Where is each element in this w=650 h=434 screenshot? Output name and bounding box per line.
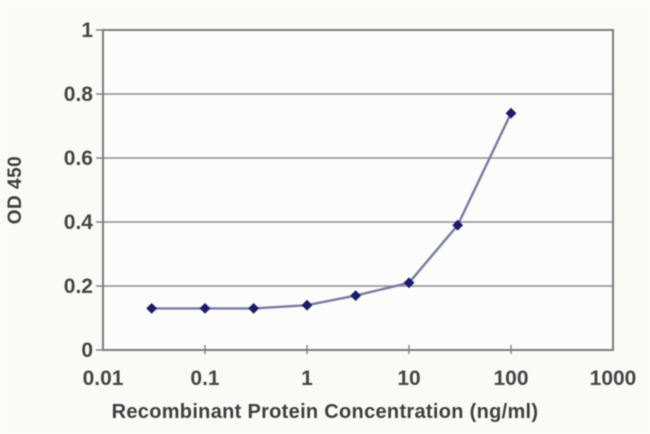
x-tick-label-1000: 1000 [590, 367, 637, 390]
x-tick-label-0.1: 0.1 [190, 367, 220, 390]
x-tick-label-1: 1 [301, 367, 313, 390]
y-tick-label-0.2: 0.2 [64, 275, 93, 298]
data-point-x100 [505, 107, 517, 119]
plot-area [103, 30, 613, 350]
x-tick-label-100: 100 [493, 367, 528, 390]
y-tick-label-1: 1 [81, 19, 93, 42]
x-axis-title: Recombinant Protein Concentration (ng/ml… [111, 401, 539, 423]
y-tick-label-0.8: 0.8 [64, 83, 94, 106]
data-point-x0.1 [199, 303, 211, 314]
y-tick-label-0.4: 0.4 [64, 211, 94, 234]
data-point-x30 [452, 219, 464, 231]
y-tick-label-0.6: 0.6 [64, 147, 93, 170]
plot-frame [102, 29, 614, 351]
x-tick-label-0.01: 0.01 [83, 367, 124, 390]
data-point-x0.03 [146, 303, 158, 314]
data-point-x1 [301, 299, 313, 311]
y-axis-title: OD 450 [5, 155, 26, 225]
x-tick-label-10: 10 [397, 367, 420, 390]
data-point-x3 [350, 290, 362, 301]
y-tick-label-0: 0 [81, 339, 93, 362]
data-point-x10 [403, 277, 415, 289]
data-point-x0.3 [248, 303, 260, 314]
series-line [150, 111, 513, 310]
